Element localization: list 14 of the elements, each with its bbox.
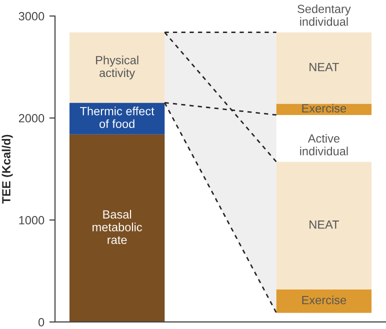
series-label: Basal metabolic rate [92, 210, 142, 244]
y-tick-label: 2000 [18, 114, 44, 122]
y-tick-label: 0 [38, 318, 44, 326]
y-axis-title: TEE (Kcal/d) [2, 134, 13, 204]
series-label: Physical activity [96, 56, 138, 80]
series-label: Exercise [302, 296, 346, 304]
series-label: Exercise [302, 104, 346, 113]
y-tick-label: 1000 [19, 216, 44, 224]
annotation: Active individual [300, 134, 348, 156]
y-tick-label: 3000 [18, 12, 44, 20]
series-label: Thermic effect of food [80, 106, 154, 128]
series-label: NEAT [310, 62, 339, 72]
annotation: Sedentary individual [298, 4, 351, 26]
series-label: NEAT [310, 220, 339, 229]
